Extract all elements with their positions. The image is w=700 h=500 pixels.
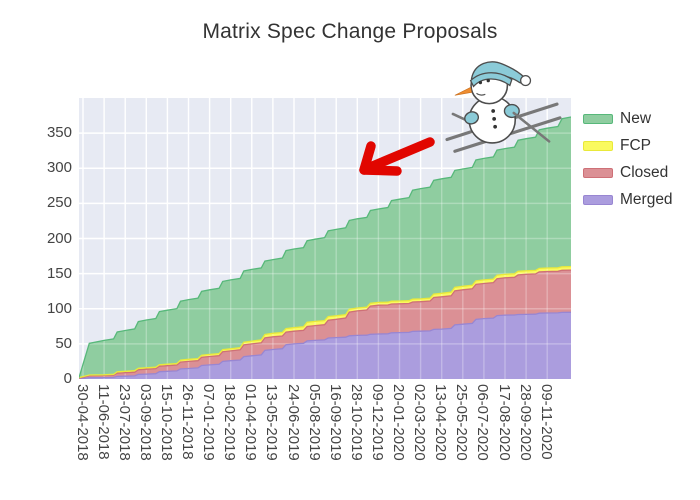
x-tick-label: 26-11-2018: [179, 384, 196, 460]
x-tick-label: 03-09-2018: [136, 384, 154, 461]
legend-item-merged[interactable]: Merged: [583, 190, 673, 209]
legend: New FCP Closed Merged: [583, 109, 673, 217]
legend-item-closed[interactable]: Closed: [583, 163, 673, 182]
y-tick-label: 350: [46, 124, 72, 142]
legend-swatch-merged: [583, 194, 613, 205]
x-tick-label: 07-01-2019: [200, 384, 218, 461]
x-tick-label: 01-04-2019: [242, 384, 260, 461]
legend-label: Merged: [620, 190, 673, 208]
snowman-eye: [478, 80, 483, 85]
x-tick-label: 09-11-2020: [537, 384, 555, 460]
x-tick-label: 28-10-2019: [347, 384, 365, 461]
y-tick-label: 0: [63, 370, 72, 387]
snowman-eye: [486, 78, 490, 83]
x-tick-label: 05-08-2019: [305, 384, 323, 461]
x-tick-label: 11-06-2018: [94, 384, 112, 460]
x-tick-label: 23-07-2018: [115, 384, 133, 461]
snowman-smile: [476, 92, 486, 96]
snowman-button: [492, 116, 497, 121]
x-tick-label: 18-02-2019: [221, 384, 239, 461]
snowman-mitten: [464, 111, 480, 125]
x-tick-label: 28-09-2020: [516, 384, 534, 461]
chart-title: Matrix Spec Change Proposals: [202, 20, 498, 43]
legend-label: Closed: [620, 163, 669, 181]
x-tick-label: 06-07-2020: [474, 384, 492, 461]
y-tick-label: 200: [46, 229, 72, 247]
legend-swatch-fcp: [583, 140, 613, 151]
x-tick-label: 09-12-2019: [368, 384, 386, 461]
snowman-button: [493, 124, 497, 129]
x-tick-label: 16-09-2019: [326, 384, 344, 461]
carrot-nose: [454, 87, 472, 96]
y-tick-label: 250: [46, 194, 72, 212]
snowman-skiing-illustration: [445, 61, 562, 153]
x-tick-label: 15-10-2018: [157, 384, 175, 461]
legend-label: FCP: [620, 136, 651, 154]
y-tick-label: 150: [46, 264, 72, 282]
legend-swatch-new: [583, 113, 613, 124]
legend-item-new[interactable]: New: [583, 109, 673, 128]
legend-swatch-closed: [583, 167, 613, 178]
red-arrow: [359, 137, 435, 176]
snowman-button: [491, 109, 496, 113]
red-arrow-annotation: [359, 137, 435, 176]
x-tick-label: 20-01-2020: [390, 384, 407, 461]
legend-item-fcp[interactable]: FCP: [583, 136, 673, 155]
line-closed: [79, 269, 571, 379]
plot-area[interactable]: [79, 98, 571, 379]
y-tick-label: 100: [46, 299, 72, 317]
x-tick-label: 02-03-2020: [411, 384, 429, 461]
x-tick-label: 17-08-2020: [495, 384, 513, 461]
x-tick-label: 25-05-2020: [453, 384, 471, 461]
x-tick-label: 13-04-2020: [432, 384, 450, 461]
y-tick-label: 50: [55, 334, 72, 352]
x-tick-label: 13-05-2019: [263, 384, 281, 461]
x-tick-label: 24-06-2019: [284, 384, 302, 461]
line-fcp: [79, 265, 571, 379]
y-tick-label: 300: [46, 159, 72, 177]
line-new: [79, 116, 571, 378]
legend-label: New: [620, 109, 652, 127]
line-merged: [79, 311, 571, 379]
ski-pole-icon: [512, 111, 551, 143]
hat-pompom: [520, 75, 532, 87]
x-tick-label: 30-04-2018: [73, 384, 91, 461]
